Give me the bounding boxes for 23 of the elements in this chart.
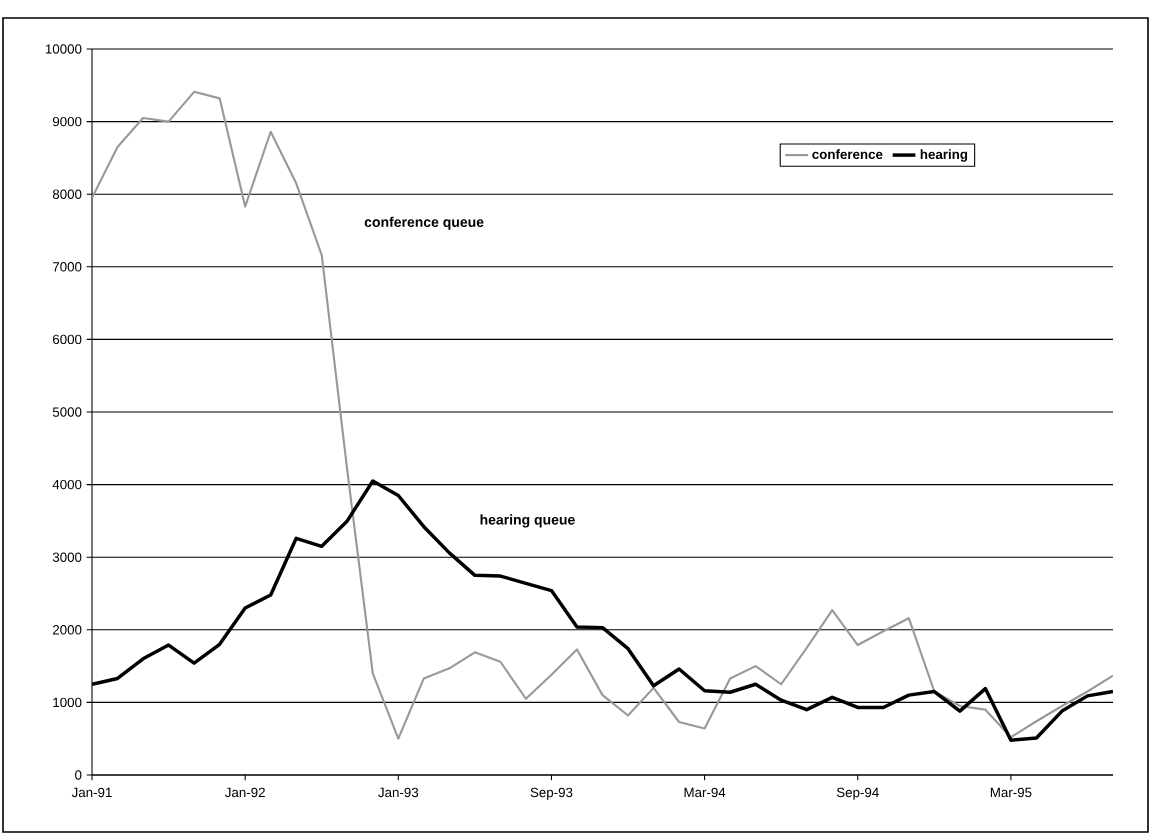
annotation: hearing queue — [480, 514, 575, 528]
y-tick-label: 2000 — [52, 625, 82, 635]
y-tick-label: 10000 — [45, 44, 82, 54]
x-tick-label: Sep-94 — [836, 787, 879, 800]
annotation: conference queue — [364, 216, 484, 230]
x-tick-label: Mar-95 — [990, 787, 1032, 798]
y-tick-label: 1000 — [53, 697, 82, 708]
y-tick-label: 3000 — [52, 552, 82, 562]
y-tick-label: 5000 — [52, 407, 82, 417]
legend-label: conference — [812, 149, 883, 160]
line-series — [92, 90, 1114, 740]
y-tick-label: 7000 — [52, 262, 82, 272]
x-tick-label: Mar-94 — [684, 787, 726, 798]
y-tick-label: 4000 — [52, 479, 82, 490]
x-tick-label: Jan-91 — [71, 787, 112, 798]
x-tick-label: Jan-92 — [224, 787, 265, 798]
x-tick-label: Sep-93 — [530, 787, 573, 800]
y-tick-label: 6000 — [52, 334, 82, 345]
legend-label: hearing — [920, 149, 968, 162]
y-tick-label: 0 — [75, 770, 82, 780]
y-tick-label: 9000 — [52, 116, 82, 127]
x-tick-label: Jan-93 — [378, 787, 419, 798]
y-tick-label: 8000 — [52, 189, 82, 199]
